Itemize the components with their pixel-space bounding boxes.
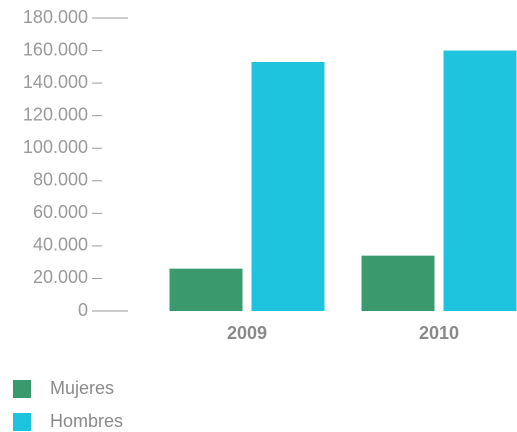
y-tick-label: 0 [78, 300, 88, 320]
y-tick-label: 40.000 [33, 235, 88, 255]
y-tick-label: 100.000 [23, 137, 88, 157]
bar [361, 255, 435, 311]
y-tick-label: 160.000 [23, 39, 88, 59]
bar [443, 50, 517, 312]
y-tick-label: 60.000 [33, 202, 88, 222]
legend-label: Mujeres [50, 378, 114, 398]
bar [251, 61, 325, 312]
legend-swatch [13, 413, 31, 431]
y-tick-label: 80.000 [33, 170, 88, 190]
y-tick-label: 20.000 [33, 267, 88, 287]
x-tick-label: 2009 [227, 323, 267, 343]
y-tick-label: 120.000 [23, 104, 88, 124]
bar [169, 268, 243, 311]
legend-swatch [13, 380, 31, 398]
x-tick-label: 2010 [419, 323, 459, 343]
y-tick-label: 140.000 [23, 72, 88, 92]
legend-label: Hombres [50, 411, 123, 431]
y-tick-label: 180.000 [23, 7, 88, 27]
